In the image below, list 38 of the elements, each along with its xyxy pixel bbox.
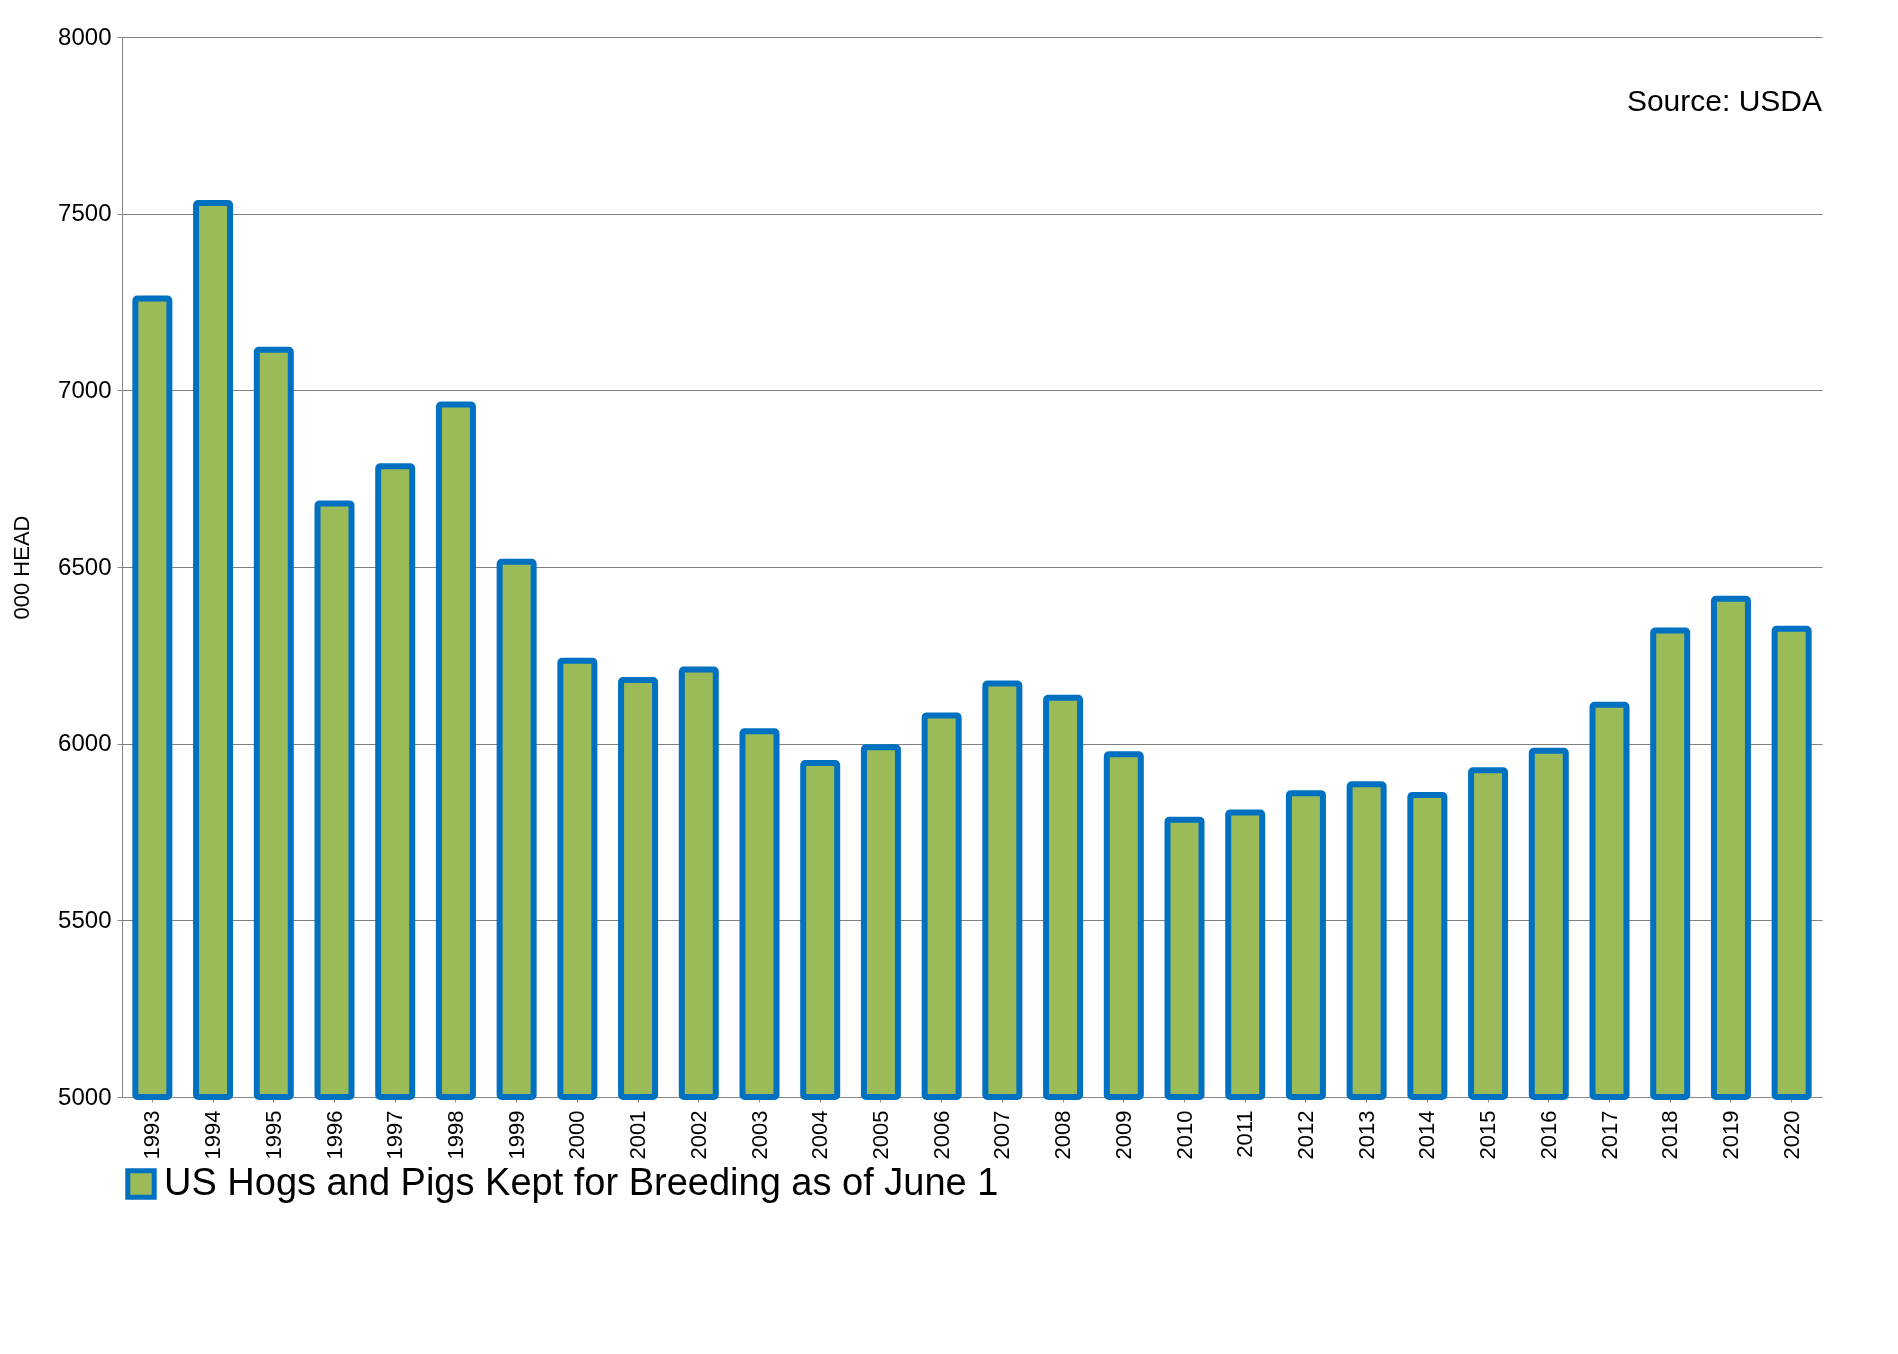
x-tick-label: 2002 (685, 1110, 711, 1160)
x-tick-label: 1994 (200, 1110, 226, 1160)
y-tick-label: 5000 (58, 1082, 112, 1110)
x-tick-label: 2019 (1717, 1110, 1743, 1160)
x-tick-label: 2017 (1596, 1110, 1622, 1160)
x-tick-label: 2011 (1232, 1110, 1258, 1158)
x-tick-label: 2000 (564, 1110, 590, 1160)
annotation: Source: USDA (1626, 84, 1822, 117)
x-tick-label: 2001 (625, 1110, 651, 1160)
y-tick-label: 5500 (58, 905, 112, 933)
x-tick-label: 1997 (382, 1110, 408, 1160)
y-tick-label: 6500 (58, 552, 112, 580)
y-tick-label: 7000 (58, 375, 112, 403)
x-tick-label: 2006 (928, 1110, 954, 1160)
y-tick-label: 6000 (58, 729, 112, 757)
x-tick-label: 1999 (503, 1110, 529, 1160)
x-tick-label: 2003 (746, 1110, 772, 1160)
y-tick-label: 8000 (58, 22, 112, 50)
x-tick-label: 1993 (139, 1110, 165, 1160)
y-axis-title: 000 HEAD (9, 515, 35, 620)
x-tick-label: 2008 (1050, 1110, 1076, 1160)
x-tick-label: 2012 (1292, 1110, 1318, 1160)
x-tick-label: 2018 (1657, 1110, 1683, 1160)
x-tick-label: 1996 (321, 1110, 347, 1160)
x-tick-label: 1995 (260, 1110, 286, 1160)
x-tick-label: 2016 (1535, 1110, 1561, 1160)
x-tick-label: 2010 (1171, 1110, 1197, 1160)
x-tick-label: 2009 (1110, 1110, 1136, 1160)
legend-label: US Hogs and Pigs Kept for Breeding as of June 1 (164, 1161, 999, 1203)
x-tick-label: 2007 (989, 1110, 1015, 1160)
x-tick-label: 2013 (1353, 1110, 1379, 1160)
x-tick-label: 2005 (867, 1110, 893, 1160)
x-tick-label: 2004 (807, 1110, 833, 1160)
x-tick-label: 2020 (1778, 1110, 1804, 1160)
x-tick-label: 2015 (1475, 1110, 1501, 1160)
x-tick-label: 1998 (442, 1110, 468, 1160)
x-tick-label: 2014 (1414, 1110, 1440, 1160)
y-tick-label: 7500 (58, 199, 112, 227)
